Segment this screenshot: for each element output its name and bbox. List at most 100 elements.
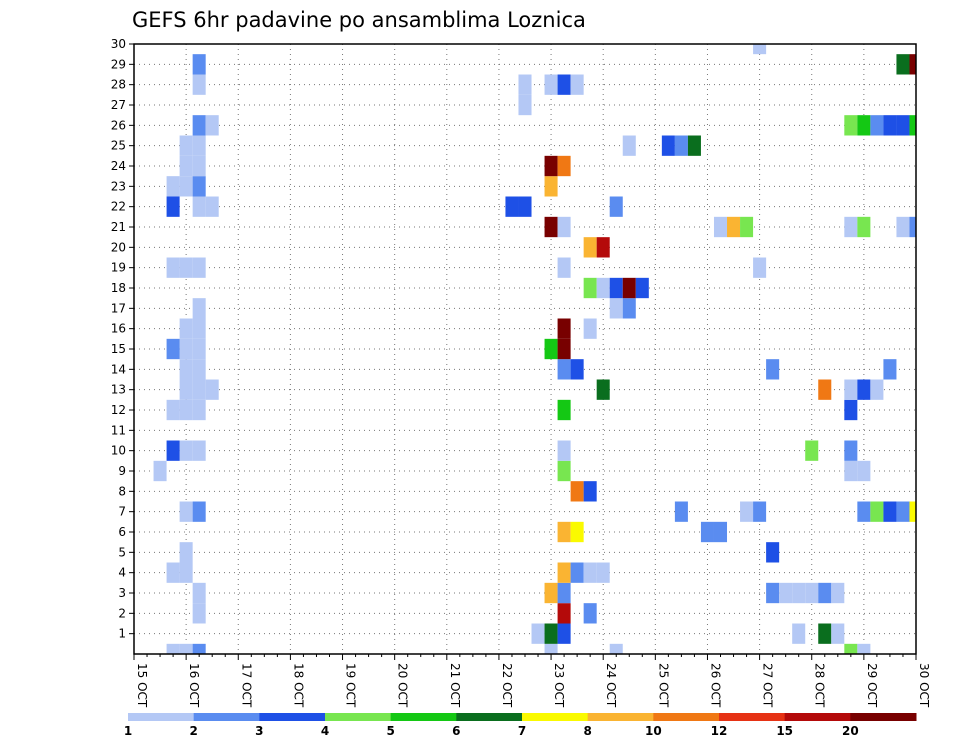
heatmap-cell [857, 643, 871, 654]
x-axis: 15 OCT 16 OCT 17 OCT 18 OCT 19 OCT 20 OCT 21 O… [133, 654, 931, 708]
heatmap-cell [570, 74, 584, 95]
x-tick-label: 15 OCT [135, 663, 149, 708]
heatmap-cell [583, 318, 597, 339]
colorbar-swatch [390, 713, 457, 721]
heatmap-cell [831, 582, 845, 604]
heatmap-cell [792, 623, 806, 644]
heatmap-cell [166, 562, 180, 583]
heatmap-cell [857, 460, 871, 482]
heatmap-cell [166, 338, 180, 360]
y-tick-label: 6 [118, 525, 126, 539]
heatmap-cell [583, 603, 597, 624]
heatmap-cell [844, 440, 858, 461]
heatmap-cell [179, 379, 193, 400]
x-tick-label: 21 OCT [448, 663, 462, 708]
colorbar-label: 2 [189, 724, 197, 738]
heatmap-cell [557, 318, 571, 339]
heatmap-cell [557, 338, 571, 360]
heatmap-cell [844, 216, 858, 238]
heatmap-cell [557, 440, 571, 461]
colorbar-swatch [456, 713, 523, 721]
heatmap-cell [570, 359, 584, 380]
colorbar-swatch [128, 713, 195, 721]
colorbar-label: 7 [518, 724, 526, 738]
heatmap-cell [818, 582, 832, 604]
heatmap-cell [622, 277, 636, 299]
heatmap-cell [544, 582, 558, 604]
heatmap-cell [596, 277, 610, 299]
colorbar-label: 20 [842, 724, 859, 738]
x-tick-label: 17 OCT [239, 663, 253, 708]
y-tick-label: 1 [118, 627, 126, 641]
heatmap-cell [557, 603, 571, 624]
heatmap-cell [192, 501, 206, 522]
heatmap-cell [792, 582, 806, 604]
heatmap-cell [857, 501, 871, 522]
y-axis: 1234567891011121314151617181920212223242… [111, 37, 134, 641]
heatmap-cell [674, 135, 688, 156]
heatmap-cell [844, 379, 858, 400]
heatmap-cell [179, 338, 193, 360]
colorbar-legend: 1 2 3 4 5 6 7 8 10 12 15 20 [124, 713, 917, 738]
heatmap-cell [179, 155, 193, 177]
heatmap-cell [596, 379, 610, 400]
heatmap-cell [544, 216, 558, 238]
heatmap-cell [192, 440, 206, 461]
x-tick-label: 24 OCT [604, 663, 618, 708]
heatmap-cell [192, 257, 206, 278]
heatmap-cell [766, 542, 780, 563]
heatmap-cell [883, 501, 897, 522]
heatmap-cell [544, 155, 558, 177]
heatmap-cell [192, 155, 206, 177]
heatmap-cell [909, 115, 916, 136]
heatmap-cell [779, 582, 793, 604]
heatmap-cell [831, 623, 845, 644]
heatmap-cell [857, 216, 871, 238]
heatmap-cell [622, 298, 636, 319]
heatmap-cell [805, 582, 819, 604]
heatmap-cell [192, 603, 206, 624]
y-tick-label: 14 [111, 362, 126, 376]
colorbar-label: 8 [583, 724, 591, 738]
colorbar-swatch [259, 713, 326, 721]
colorbar-label: 1 [124, 724, 132, 738]
heatmap-cell [179, 440, 193, 461]
heatmap-cell [192, 196, 206, 217]
y-tick-label: 17 [111, 301, 126, 315]
heatmap-cell [583, 562, 597, 583]
heatmap-cell [179, 176, 193, 197]
heatmap-cell [596, 237, 610, 258]
heatmap-cell [740, 216, 754, 238]
colorbar-label: 12 [711, 724, 728, 738]
heatmap-cell [570, 481, 584, 502]
heatmap-cell [713, 521, 728, 543]
x-tick-label: 16 OCT [187, 663, 201, 708]
heatmap-cell [192, 582, 206, 604]
y-tick-label: 23 [111, 179, 126, 193]
heatmap-cell [544, 643, 558, 654]
y-tick-label: 13 [111, 383, 126, 397]
heatmap-cell [674, 501, 688, 522]
y-tick-label: 12 [111, 403, 126, 417]
heatmap-cell [570, 562, 584, 583]
heatmap-cell [805, 440, 819, 461]
heatmap-cell [883, 115, 897, 136]
heatmap-cell [544, 623, 558, 644]
chart-title: GEFS 6hr padavine po ansamblima Loznica [132, 8, 586, 32]
y-tick-label: 22 [111, 200, 126, 214]
heatmap-cell [166, 440, 180, 461]
y-tick-label: 30 [111, 37, 126, 51]
colorbar-label: 5 [386, 724, 394, 738]
heatmap-cell [700, 521, 714, 543]
heatmap-cell [179, 542, 193, 563]
heatmap-cell [909, 54, 916, 75]
heatmap-cell [192, 54, 206, 75]
heatmap-cell [557, 521, 571, 543]
heatmap-cell [179, 399, 193, 421]
y-tick-label: 16 [111, 322, 126, 336]
x-tick-label: 28 OCT [813, 663, 827, 708]
x-tick-label: 25 OCT [656, 663, 670, 708]
heatmap-cell [609, 277, 623, 299]
heatmap-cell [544, 74, 558, 95]
